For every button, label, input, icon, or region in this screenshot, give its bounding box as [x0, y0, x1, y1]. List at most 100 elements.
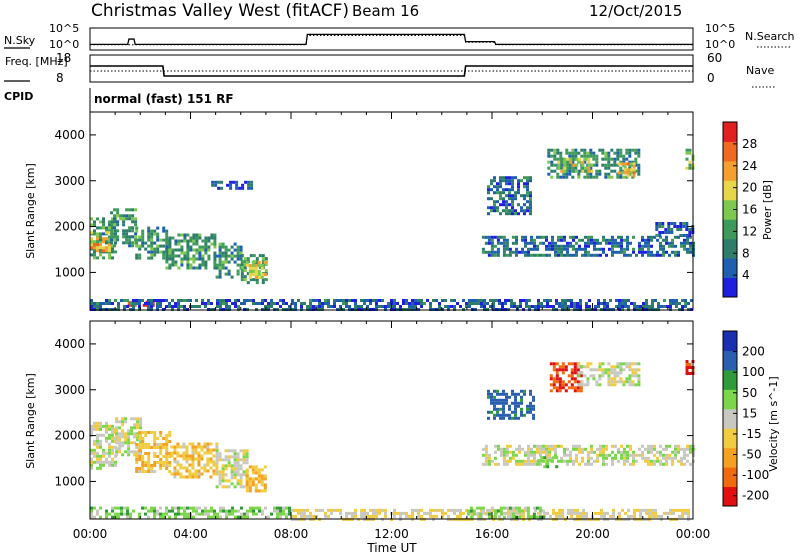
heatmap-cell — [257, 264, 261, 267]
heatmap-cell — [502, 404, 505, 408]
heatmap-cell — [688, 363, 692, 366]
heatmap-cell — [616, 154, 620, 158]
heatmap-cell — [465, 508, 468, 512]
heatmap-cell — [384, 305, 387, 308]
heatmap-cell — [121, 420, 125, 424]
heatmap-cell — [245, 486, 249, 490]
heatmap-cell — [122, 232, 126, 236]
heatmap-cell — [261, 512, 264, 516]
heatmap-cell — [99, 433, 102, 437]
heatmap-cell — [502, 416, 505, 420]
heatmap-cell — [618, 305, 621, 308]
heatmap-cell — [215, 442, 219, 446]
heatmap-cell — [168, 254, 172, 258]
heatmap-cell — [207, 257, 211, 261]
heatmap-cell — [207, 515, 210, 519]
heatmap-cell — [685, 372, 689, 375]
heatmap-cell — [192, 515, 195, 519]
heatmap-cell — [198, 305, 201, 308]
heatmap-cell — [156, 455, 160, 458]
heatmap-cell — [511, 203, 514, 207]
heatmap-cell — [240, 263, 244, 267]
heatmap-cell — [108, 512, 111, 516]
heatmap-cell — [128, 235, 132, 239]
heatmap-cell — [584, 447, 587, 451]
heatmap-cell — [125, 214, 129, 218]
heatmap-cell — [496, 398, 499, 402]
heatmap-cell — [192, 248, 196, 252]
heatmap-cell — [222, 302, 225, 305]
heatmap-cell — [471, 299, 474, 302]
heatmap-cell — [206, 460, 210, 464]
heatmap-cell — [576, 380, 580, 384]
heatmap-cell — [105, 229, 108, 233]
heatmap-cell — [211, 180, 215, 184]
heatmap-cell — [312, 305, 315, 308]
heatmap-cell — [530, 453, 533, 457]
heatmap-cell — [438, 302, 441, 305]
heatmap-cell — [282, 506, 285, 510]
heatmap-cell — [518, 447, 521, 451]
heatmap-cell — [647, 450, 650, 454]
heatmap-cell — [224, 248, 228, 252]
heatmap-cell — [530, 450, 533, 454]
heatmap-cell — [681, 514, 684, 518]
heatmap-cell — [505, 247, 509, 251]
heatmap-cell — [550, 154, 554, 158]
heatmap-cell — [108, 454, 111, 458]
heatmap-cell — [671, 456, 674, 460]
heatmap-cell — [634, 371, 638, 375]
heatmap-cell — [490, 244, 494, 248]
heatmap-cell — [560, 238, 563, 242]
heatmap-cell — [539, 253, 542, 257]
heatmap-cell — [93, 223, 96, 227]
heatmap-cell — [194, 457, 198, 461]
heatmap-cell — [245, 455, 249, 459]
heatmap-cell — [261, 281, 265, 285]
heatmap-cell — [227, 464, 231, 468]
heatmap-cell — [225, 512, 228, 516]
heatmap-cell — [324, 511, 327, 515]
heatmap-cell — [150, 509, 153, 513]
heatmap-cell — [462, 299, 465, 302]
heatmap-cell — [212, 469, 216, 473]
heatmap-cell — [647, 253, 650, 257]
heatmap-cell — [647, 444, 650, 448]
heatmap-cell — [620, 162, 624, 166]
heatmap-cell — [563, 247, 566, 251]
heatmap-cell — [644, 244, 647, 248]
heatmap-cell — [651, 511, 654, 515]
heatmap-cell — [527, 241, 530, 245]
heatmap-cell — [165, 437, 169, 440]
heatmap-cell — [135, 461, 139, 464]
heatmap-cell — [141, 470, 145, 473]
heatmap-cell — [183, 257, 187, 261]
heatmap-cell — [676, 228, 680, 231]
heatmap-cell — [496, 247, 500, 251]
heatmap-cell — [522, 514, 525, 518]
heatmap-cell — [207, 512, 210, 516]
heatmap-cell — [614, 250, 617, 254]
heatmap-cell — [168, 257, 172, 261]
heatmap-cell — [629, 253, 632, 257]
heatmap-cell — [576, 514, 579, 518]
heatmap-cell — [499, 413, 502, 417]
heatmap-cell — [484, 512, 488, 516]
heatmap-cell — [216, 299, 219, 302]
heatmap-cell — [613, 160, 617, 164]
heatmap-cell — [133, 303, 137, 307]
heatmap-cell — [402, 299, 405, 302]
heatmap-cell — [647, 244, 650, 248]
heatmap-cell — [493, 515, 497, 519]
heatmap-cell — [630, 302, 633, 305]
heatmap-cell — [115, 432, 119, 436]
heatmap-cell — [626, 253, 629, 257]
heatmap-cell — [602, 235, 605, 239]
heatmap-cell — [179, 466, 183, 470]
heatmap-cell — [218, 458, 222, 462]
heatmap-cell — [159, 467, 163, 470]
heatmap-cell — [555, 302, 558, 305]
heatmap-cell — [499, 416, 502, 420]
heatmap-cell — [596, 253, 599, 257]
heatmap-cell — [174, 242, 178, 246]
